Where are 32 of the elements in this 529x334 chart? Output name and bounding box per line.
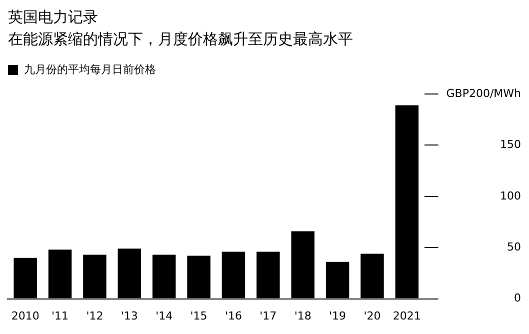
bar xyxy=(48,250,72,298)
y-tick-label: 0 xyxy=(514,292,521,305)
x-tick-label: '11 xyxy=(52,309,69,322)
chart-subtitle: 在能源紧缩的情况下，月度价格飙升至历史最高水平 xyxy=(8,30,353,49)
bar xyxy=(326,262,350,298)
y-tick-label: 100 xyxy=(500,189,521,202)
bar xyxy=(14,258,37,298)
bar xyxy=(291,231,314,298)
bar xyxy=(256,252,280,298)
x-tick-label: '15 xyxy=(190,309,208,322)
x-tick-label: '14 xyxy=(156,309,173,322)
bar xyxy=(83,254,106,298)
bar xyxy=(360,254,384,298)
x-tick-label: '13 xyxy=(120,309,138,322)
x-tick-label: '19 xyxy=(329,309,346,322)
y-tick-label: 50 xyxy=(507,240,521,254)
x-tick-label: '16 xyxy=(224,309,242,322)
x-tick-label: '12 xyxy=(86,309,104,322)
bar xyxy=(395,105,419,298)
x-tick-label: '20 xyxy=(364,309,381,322)
x-tick-label: '17 xyxy=(260,309,277,322)
bar xyxy=(222,252,246,298)
bar xyxy=(152,254,176,298)
y-tick-label: 150 xyxy=(500,138,521,152)
y-tick-label: GBP200/MWh xyxy=(446,86,522,100)
x-tick-label: '18 xyxy=(294,309,312,322)
x-tick-label: 2021 xyxy=(392,309,421,322)
chart-title: 英国电力记录 xyxy=(8,8,98,27)
bar xyxy=(118,248,142,298)
x-tick-label: 2010 xyxy=(11,309,40,322)
bar xyxy=(187,256,210,298)
legend-label: 九月份的平均每月日前价格 xyxy=(24,62,156,77)
